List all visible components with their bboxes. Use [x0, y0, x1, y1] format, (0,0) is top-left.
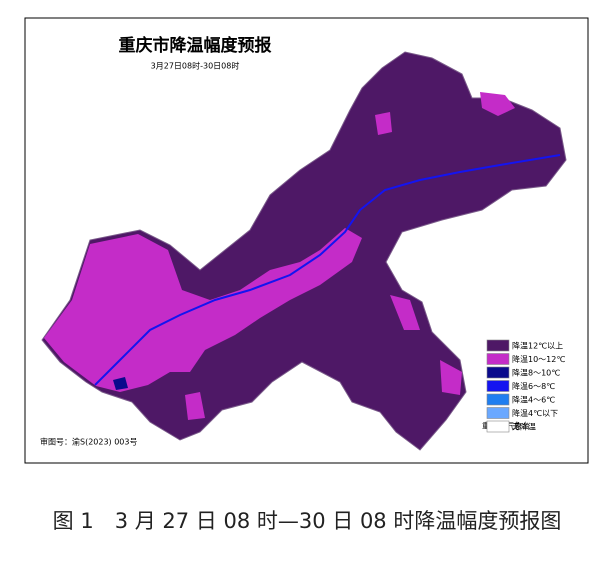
region-8: [113, 377, 128, 390]
legend-swatch: [486, 380, 510, 392]
figure-caption: 图 1 3 月 27 日 08 时—30 日 08 时降温幅度预报图: [53, 509, 562, 533]
legend-swatch: [486, 393, 510, 406]
legend-label: 降温12℃以上: [512, 341, 563, 351]
legend-label: 降温4℃以下: [512, 408, 558, 418]
region-10: [44, 228, 362, 392]
legend-swatch: [486, 420, 510, 433]
map-title: 重庆市降温幅度预报: [119, 35, 272, 56]
legend-label: 无降温: [512, 422, 536, 432]
river: [94, 154, 561, 386]
legend-swatch: [486, 366, 510, 379]
legend-swatch: [486, 353, 510, 365]
legend-label: 降温6～8℃: [512, 381, 555, 391]
legend-label: 降温4～6℃: [512, 395, 555, 405]
map-subtitle: 3月27日08时-30日08时: [151, 61, 240, 71]
legend-swatch: [486, 339, 510, 352]
legend-label: 降温8～10℃: [512, 368, 560, 378]
approval-number: 审图号：渝S(2023) 003号: [40, 437, 138, 447]
legend-label: 降温10～12℃: [512, 354, 565, 364]
legend-swatch: [486, 407, 510, 419]
